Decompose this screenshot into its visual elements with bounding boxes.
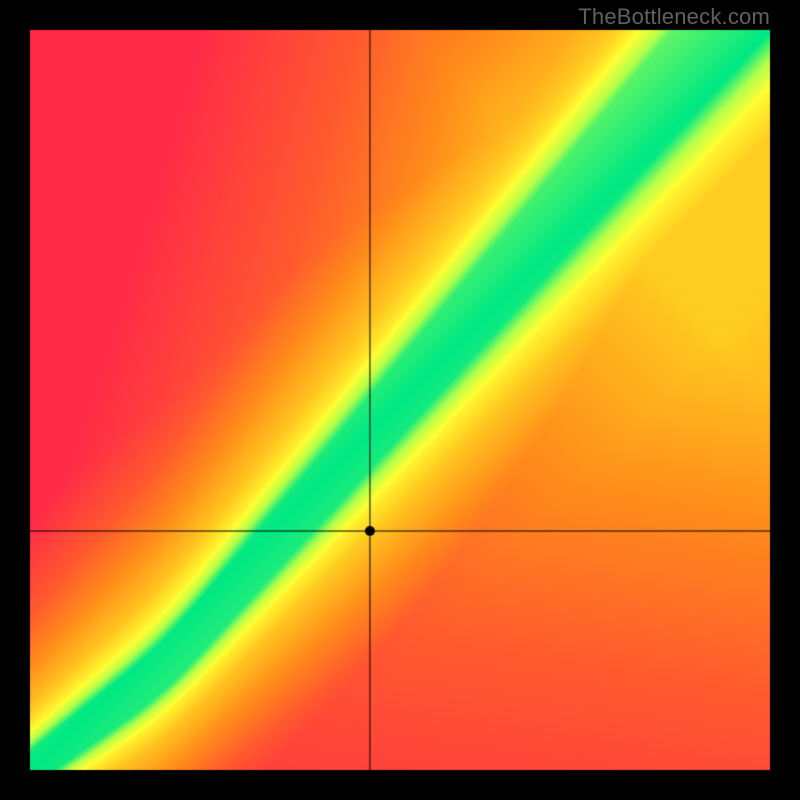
watermark-text: TheBottleneck.com xyxy=(578,4,770,30)
bottleneck-heatmap xyxy=(0,0,800,800)
